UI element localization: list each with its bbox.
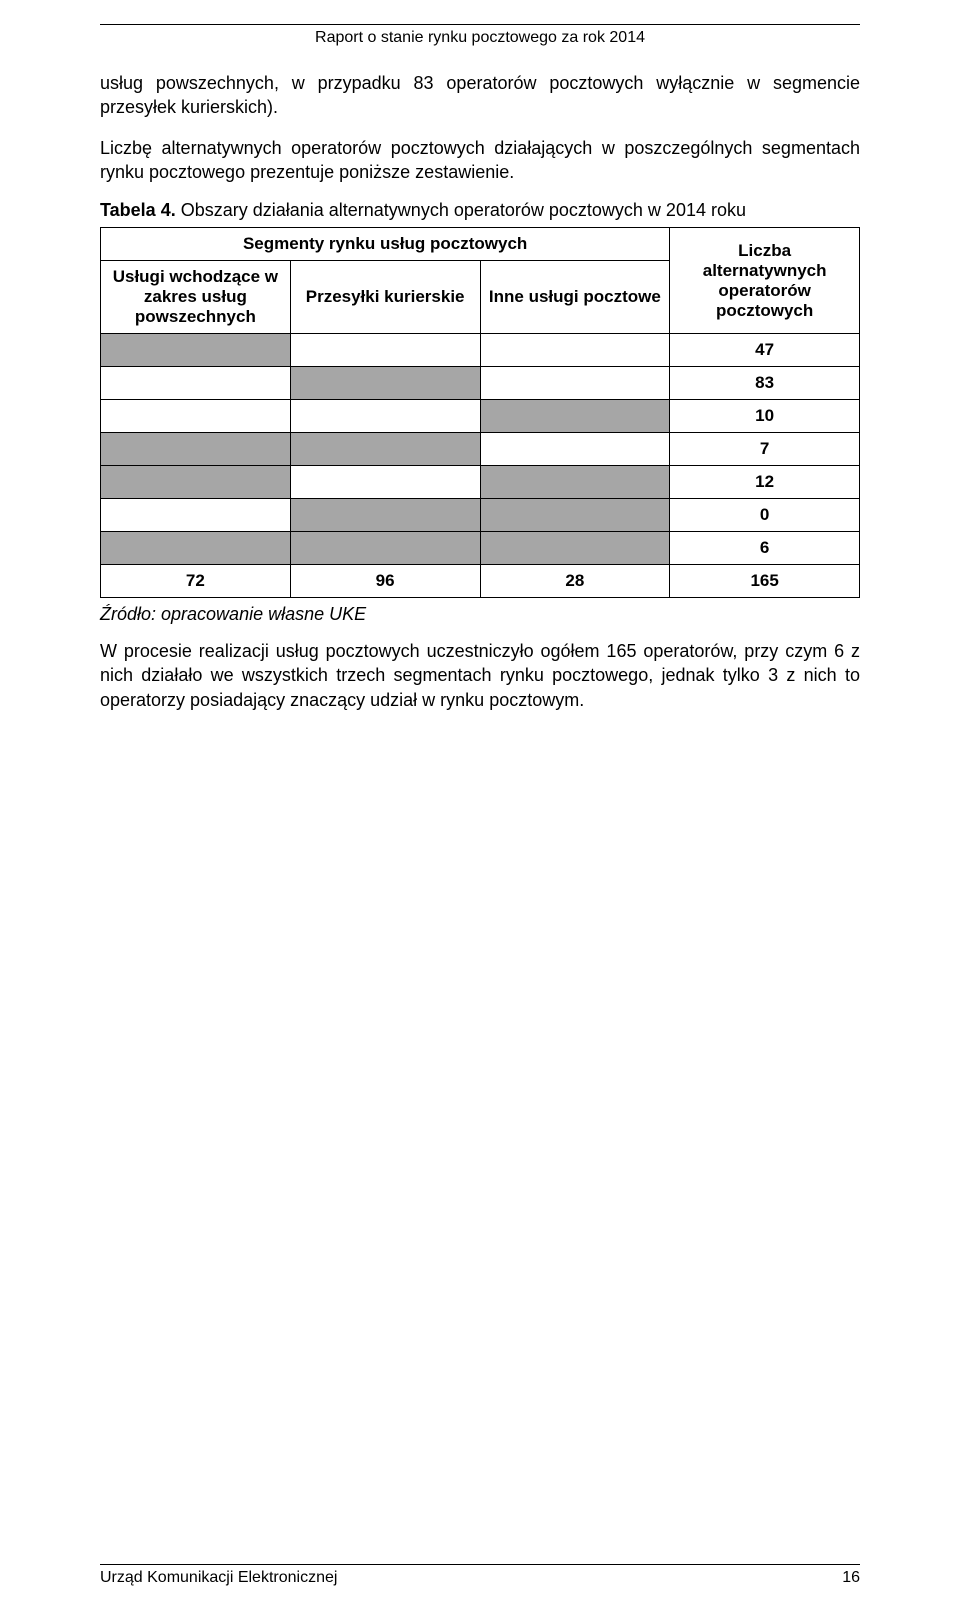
cell-val: 83 xyxy=(670,367,860,400)
cell-c3 xyxy=(480,499,670,532)
header-count: Liczba alternatywnych operatorów pocztow… xyxy=(670,228,860,334)
cell-c1 xyxy=(101,334,291,367)
table-row: 10 xyxy=(101,400,860,433)
table-caption: Tabela 4. Obszary działania alternatywny… xyxy=(100,200,860,221)
cell-val: 0 xyxy=(670,499,860,532)
footer-rule xyxy=(100,1564,860,1565)
paragraph-1: usług powszechnych, w przypadku 83 opera… xyxy=(100,71,860,120)
total-c3: 28 xyxy=(480,565,670,598)
paragraph-3: W procesie realizacji usług pocztowych u… xyxy=(100,639,860,712)
header-col3: Inne usługi pocztowe xyxy=(480,261,670,334)
header-col1: Usługi wchodzące w zakres usług powszech… xyxy=(101,261,291,334)
cell-c2 xyxy=(290,367,480,400)
footer-org: Urząd Komunikacji Elektronicznej xyxy=(100,1569,337,1587)
table-row: 47 xyxy=(101,334,860,367)
paragraph-2: Liczbę alternatywnych operatorów pocztow… xyxy=(100,136,860,185)
cell-c2 xyxy=(290,400,480,433)
cell-c3 xyxy=(480,367,670,400)
page-footer: Urząd Komunikacji Elektronicznej 16 xyxy=(100,1564,860,1587)
cell-c3 xyxy=(480,400,670,433)
table-row: 0 xyxy=(101,499,860,532)
footer-row: Urząd Komunikacji Elektronicznej 16 xyxy=(100,1569,860,1587)
header-col2: Przesyłki kurierskie xyxy=(290,261,480,334)
cell-c3 xyxy=(480,466,670,499)
table-row: 12 xyxy=(101,466,860,499)
table-caption-prefix: Tabela 4. xyxy=(100,200,176,220)
total-val: 165 xyxy=(670,565,860,598)
cell-c2 xyxy=(290,334,480,367)
cell-val: 47 xyxy=(670,334,860,367)
cell-c1 xyxy=(101,499,291,532)
cell-c1 xyxy=(101,466,291,499)
document-page: Raport o stanie rynku pocztowego za rok … xyxy=(0,0,960,1617)
footer-page-number: 16 xyxy=(842,1569,860,1587)
table-totals-row: 72 96 28 165 xyxy=(101,565,860,598)
table-header-row-1: Segmenty rynku usług pocztowych Liczba a… xyxy=(101,228,860,261)
cell-val: 7 xyxy=(670,433,860,466)
table-row: 6 xyxy=(101,532,860,565)
table-body: 47 83 10 7 xyxy=(101,334,860,598)
cell-c2 xyxy=(290,532,480,565)
cell-c2 xyxy=(290,433,480,466)
table-caption-rest: Obszary działania alternatywnych operato… xyxy=(176,200,746,220)
cell-val: 10 xyxy=(670,400,860,433)
total-c2: 96 xyxy=(290,565,480,598)
table-row: 7 xyxy=(101,433,860,466)
total-c1: 72 xyxy=(101,565,291,598)
cell-c1 xyxy=(101,367,291,400)
table-source: Źródło: opracowanie własne UKE xyxy=(100,604,860,625)
cell-c2 xyxy=(290,466,480,499)
cell-c1 xyxy=(101,532,291,565)
cell-val: 6 xyxy=(670,532,860,565)
cell-c3 xyxy=(480,433,670,466)
operators-table: Segmenty rynku usług pocztowych Liczba a… xyxy=(100,227,860,598)
cell-c3 xyxy=(480,334,670,367)
header-rule xyxy=(100,24,860,25)
header-segment-group: Segmenty rynku usług pocztowych xyxy=(101,228,670,261)
cell-c1 xyxy=(101,433,291,466)
table-row: 83 xyxy=(101,367,860,400)
cell-c1 xyxy=(101,400,291,433)
page-header: Raport o stanie rynku pocztowego za rok … xyxy=(100,29,860,47)
cell-c3 xyxy=(480,532,670,565)
cell-c2 xyxy=(290,499,480,532)
cell-val: 12 xyxy=(670,466,860,499)
